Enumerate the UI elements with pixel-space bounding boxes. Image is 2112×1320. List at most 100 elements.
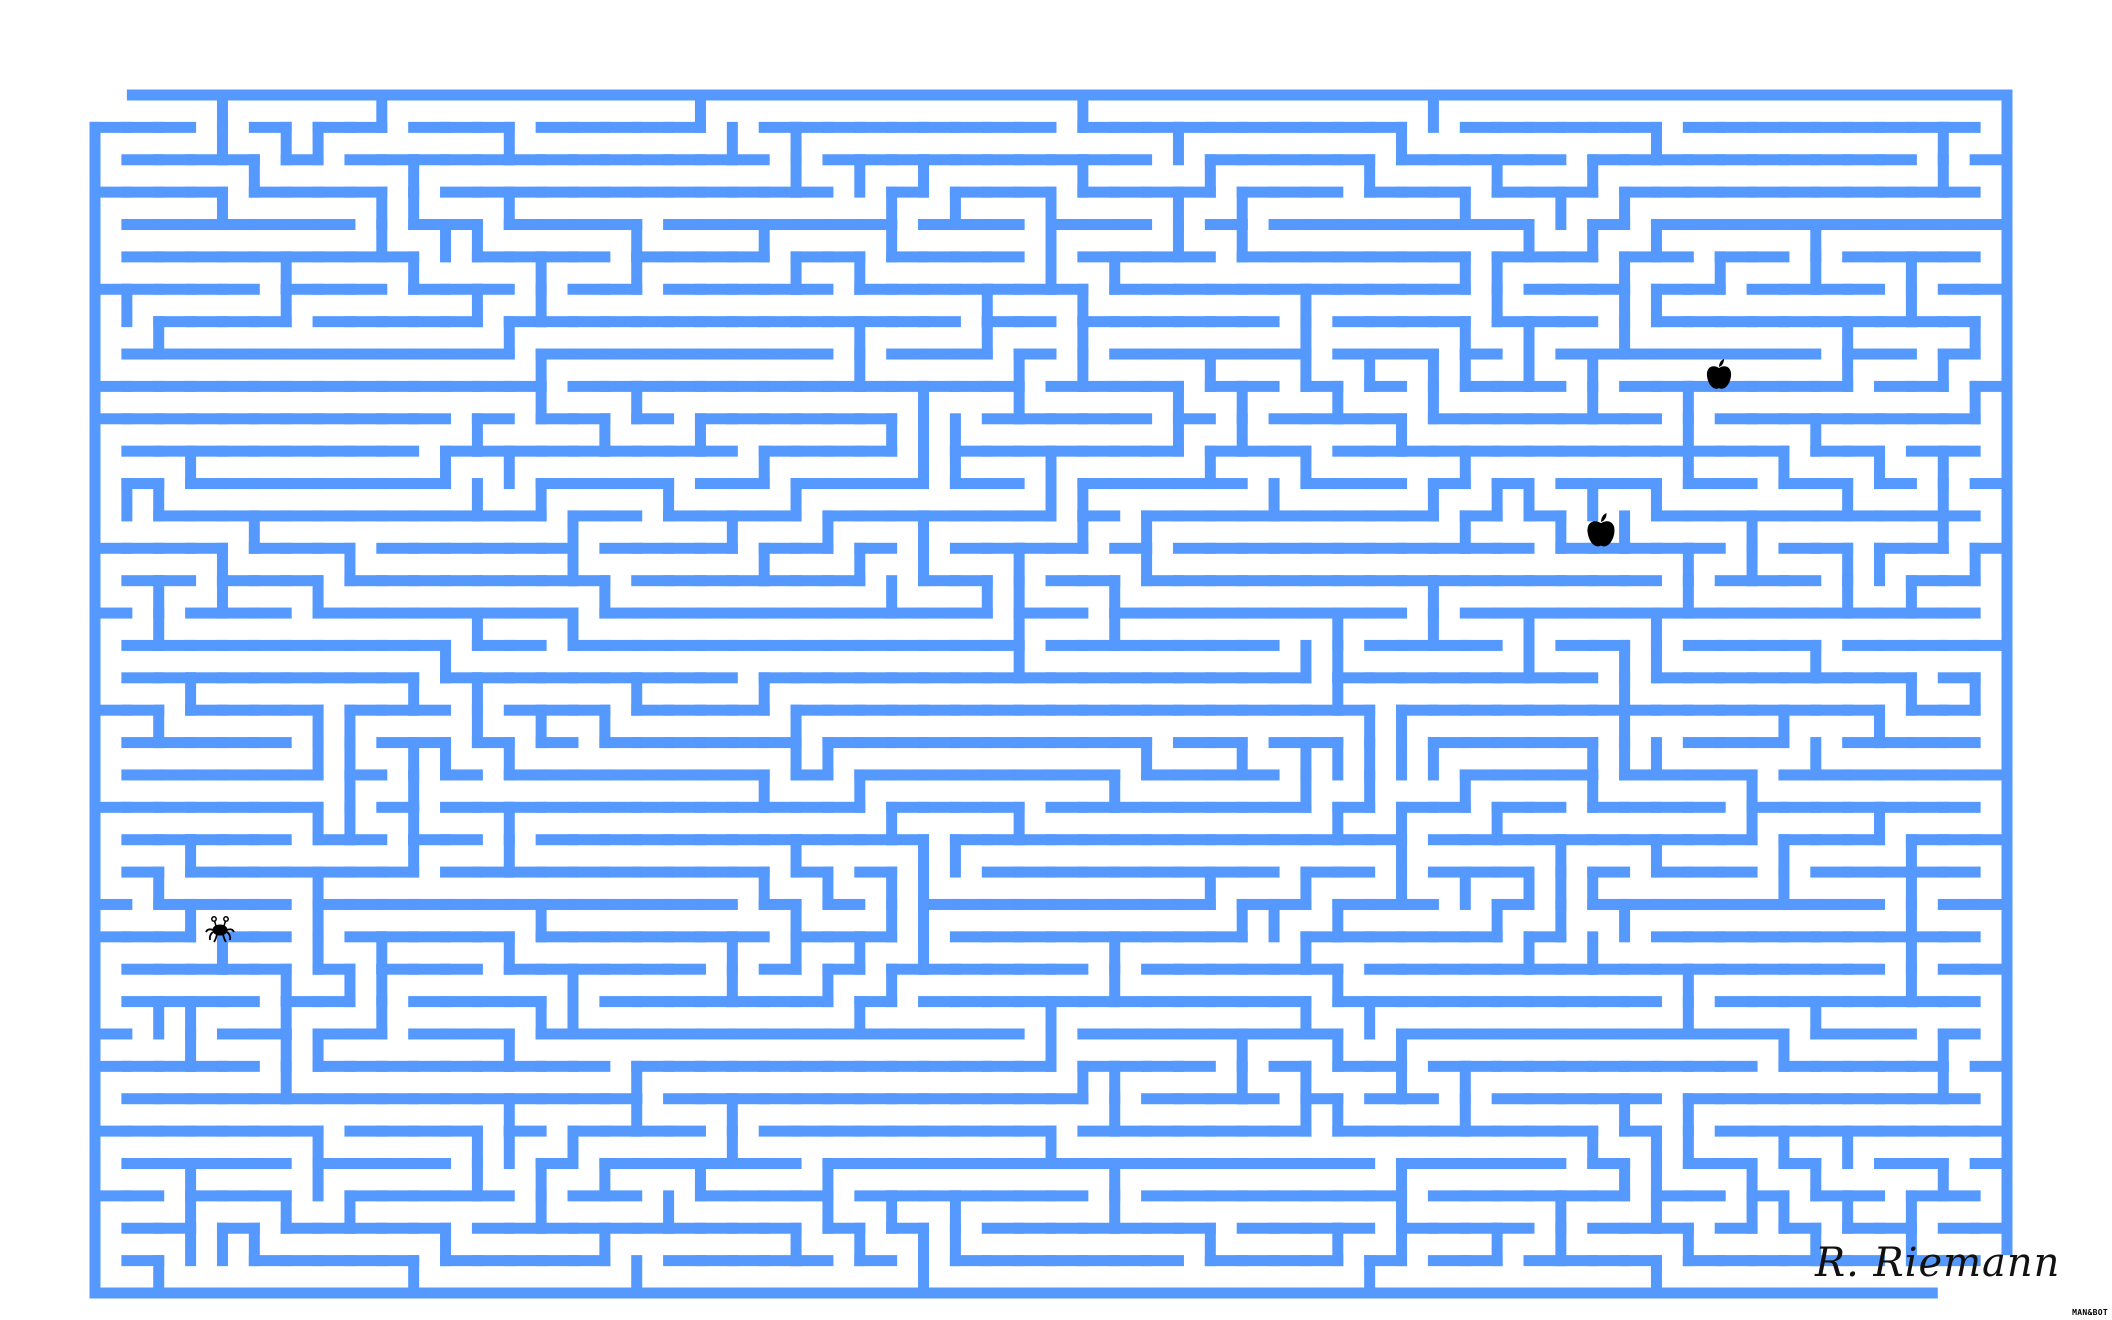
maze-wall	[1204, 121, 1248, 133]
maze-wall	[1969, 219, 2013, 231]
maze-wall	[599, 996, 643, 1008]
maze-wall	[1491, 898, 1535, 910]
maze-wall	[1746, 639, 1790, 651]
maze-wall	[567, 1060, 611, 1072]
maze-wall	[503, 672, 547, 684]
maze-wall	[1045, 575, 1089, 587]
maze-wall	[535, 478, 547, 522]
maze-wall	[1236, 1093, 1280, 1105]
maze-wall	[694, 639, 738, 651]
maze-wall	[599, 413, 611, 457]
maze-wall	[1236, 380, 1280, 392]
maze-wall	[1396, 801, 1408, 846]
maze-wall	[312, 996, 356, 1008]
maze-wall	[185, 963, 228, 975]
maze-wall	[1300, 316, 1312, 360]
maze-wall	[631, 251, 675, 263]
maze-wall	[918, 931, 930, 975]
maze-wall	[694, 316, 738, 328]
maze-wall	[1459, 445, 1471, 490]
maze-wall	[949, 996, 993, 1008]
maze-wall	[1491, 704, 1535, 716]
maze-wall	[1204, 445, 1248, 457]
maze-wall	[248, 1125, 292, 1137]
maze-wall	[1778, 380, 1822, 392]
maze-wall	[567, 510, 579, 554]
maze-wall	[1396, 639, 1439, 651]
maze-wall	[1204, 996, 1248, 1008]
maze-wall	[1523, 251, 1567, 263]
maze-wall	[1300, 154, 1344, 166]
maze-wall	[1364, 186, 1408, 198]
maze-wall	[949, 478, 993, 490]
maze-wall	[886, 186, 898, 231]
maze-wall	[886, 963, 930, 975]
maze-wall	[631, 963, 675, 975]
maze-wall	[1778, 931, 1822, 943]
maze-wall	[1396, 1125, 1439, 1137]
maze-wall	[312, 251, 356, 263]
maze-wall	[822, 801, 866, 813]
maze-wall	[567, 963, 579, 1008]
maze-wall	[790, 380, 834, 392]
maze-wall	[949, 1157, 993, 1169]
maze-wall	[599, 348, 643, 360]
apple-icon[interactable]	[1704, 358, 1734, 392]
maze-wall	[1459, 348, 1471, 392]
maze-wall	[1810, 542, 1854, 554]
maze-wall	[312, 1255, 356, 1267]
maze-wall	[1523, 478, 1535, 522]
maze-wall	[216, 931, 228, 975]
maze-wall	[758, 801, 802, 813]
maze-wall	[1204, 639, 1248, 651]
maze-wall	[790, 1190, 834, 1202]
maze-wall	[949, 186, 961, 231]
maze-wall	[1810, 1190, 1854, 1202]
apple-icon[interactable]	[1584, 512, 1618, 550]
maze-wall	[1682, 1125, 1694, 1169]
maze-wall	[471, 445, 515, 457]
maze-wall	[312, 1157, 356, 1169]
maze-wall	[1045, 219, 1089, 231]
maze-wall	[1842, 510, 1886, 522]
maze-wall	[1650, 1125, 1662, 1169]
maze-wall	[918, 1190, 961, 1202]
maze-wall	[1810, 445, 1854, 457]
maze-wall	[1714, 931, 1758, 943]
maze-wall	[1427, 251, 1471, 263]
maze-wall	[1937, 801, 1981, 813]
maze-wall	[1619, 1157, 1631, 1202]
maze-wall	[312, 121, 324, 166]
maze-wall	[694, 801, 738, 813]
maze-wall	[1842, 219, 1886, 231]
maze-wall	[1842, 1190, 1886, 1202]
maze-wall	[1364, 639, 1408, 651]
maze-wall	[312, 380, 356, 392]
maze-wall	[408, 996, 452, 1008]
maze-wall	[503, 607, 547, 619]
maze-wall	[1364, 898, 1408, 910]
maze-wall	[1937, 607, 1981, 619]
maze-wall	[216, 1222, 260, 1234]
maze-wall	[153, 1093, 197, 1105]
maze-wall	[822, 478, 866, 490]
maze-wall	[1555, 251, 1599, 263]
maze-wall	[918, 996, 961, 1008]
maze-wall	[758, 1125, 802, 1137]
maze-wall	[1650, 931, 1694, 943]
maze-wall	[1587, 413, 1631, 425]
maze-wall	[440, 575, 483, 587]
maze-wall	[1236, 1222, 1280, 1234]
maze-wall	[1682, 996, 1694, 1040]
maze-wall	[1077, 121, 1121, 133]
maze-wall	[1236, 413, 1248, 457]
maze-wall	[1491, 542, 1535, 554]
maze-wall	[758, 1190, 802, 1202]
maze-wall	[1459, 510, 1503, 522]
maze-wall	[631, 898, 675, 910]
maze-wall	[1842, 186, 1886, 198]
maze-wall	[1874, 413, 1917, 425]
maze-wall	[121, 1255, 165, 1267]
maze-wall	[1268, 1060, 1312, 1072]
maze-wall	[376, 898, 420, 910]
